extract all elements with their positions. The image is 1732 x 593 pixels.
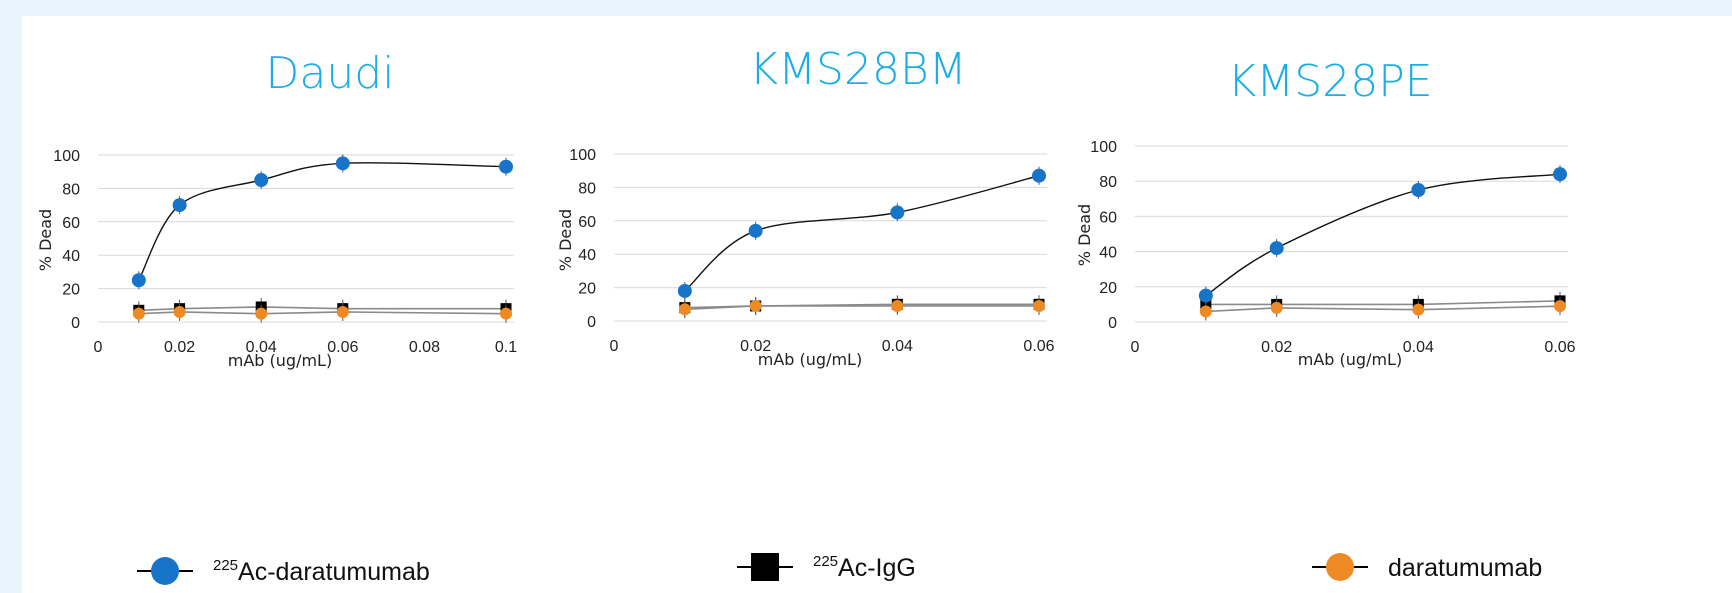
y-tick-label: 40	[62, 248, 80, 265]
y-tick-label: 20	[62, 282, 80, 299]
legend-text: Ac-IgG	[838, 554, 916, 582]
legend-marker	[1326, 553, 1354, 581]
legend-label: 225Ac-daratumumab	[213, 557, 430, 586]
data-point	[1270, 301, 1283, 314]
legend-text: Ac-daratumumab	[238, 558, 430, 586]
y-tick-label: 80	[578, 180, 596, 197]
data-point	[1198, 288, 1213, 303]
series-line	[1205, 305, 1561, 313]
y-tick-label: 100	[569, 147, 596, 164]
y-axis-label: % Dead	[36, 209, 55, 271]
legend-item-225ac-daratumumab: 225Ac-daratumumab	[137, 557, 430, 586]
x-axis-label: mAb (ug/mL)	[758, 350, 862, 369]
legend-superscript: 225	[213, 557, 238, 574]
data-point	[890, 205, 905, 220]
data-point	[749, 299, 762, 312]
y-tick-label: 60	[578, 214, 596, 231]
data-point	[173, 305, 186, 318]
series-line	[684, 175, 1040, 292]
series-225ac-daratumumab	[677, 166, 1046, 300]
series-line	[684, 305, 1039, 311]
x-axis-label: mAb (ug/mL)	[1298, 350, 1402, 369]
data-point	[131, 273, 146, 288]
series-daratumumab	[678, 296, 1045, 319]
y-tick-label: 100	[1090, 139, 1117, 156]
data-point	[1199, 305, 1212, 318]
legend-label: daratumumab	[1388, 554, 1542, 582]
data-point	[1554, 300, 1566, 313]
data-point	[500, 307, 512, 320]
y-tick-label: 40	[578, 247, 596, 264]
legend-item-225ac-igg: 225Ac-IgG	[737, 553, 916, 582]
y-tick-label: 40	[1099, 245, 1117, 262]
y-tick-label: 100	[53, 148, 80, 165]
x-tick-label: 0.02	[164, 339, 195, 356]
y-tick-label: 80	[62, 181, 80, 198]
data-point	[132, 307, 145, 320]
y-tick-label: 80	[1099, 174, 1117, 191]
x-tick-label: 0	[94, 339, 103, 356]
chart-kms28pe: KMS28PE 0 20 40 60 80 100 0 0.02 0.04 0.06 mAb (ug/…	[1075, 56, 1576, 369]
data-point	[255, 307, 268, 320]
data-point	[336, 305, 349, 318]
x-tick-label: 0.02	[1261, 339, 1292, 356]
data-point	[1032, 168, 1046, 183]
data-point	[748, 223, 763, 238]
x-tick-label: 0.04	[1403, 339, 1434, 356]
x-tick-label: 0.04	[246, 339, 277, 356]
data-point	[678, 303, 691, 316]
y-tick-label: 20	[1099, 280, 1117, 297]
legend-item-daratumumab: daratumumab	[1312, 553, 1542, 582]
x-tick-label: 0	[1131, 339, 1140, 356]
y-tick-label: 60	[62, 215, 80, 232]
data-point	[1553, 167, 1567, 182]
series-line	[1205, 300, 1561, 306]
data-point	[499, 159, 513, 174]
x-tick-label: 0	[610, 338, 619, 355]
y-tick-label: 0	[587, 314, 596, 331]
x-tick-label: 0.06	[1023, 338, 1054, 355]
x-tick-label: 0.1	[495, 339, 517, 356]
y-tick-label: 0	[1108, 315, 1117, 332]
chart-title: KMS28PE	[1227, 56, 1432, 107]
y-tick-label: 60	[1099, 209, 1117, 226]
chart-daudi: Daudi 0 20 40 60 80 100 0 0.02 0.04 0.06 0.08 0.1 mAb…	[36, 48, 517, 370]
legend-marker	[751, 553, 779, 581]
chart-kms28bm: KMS28BM 0 20 40 60 80 100 0 0.02 0.04 0.06 mAb (ug/…	[556, 44, 1055, 369]
series-line	[684, 303, 1039, 309]
data-point	[891, 299, 904, 312]
legend: 225Ac-daratumumab 225Ac-IgG daratumumab	[137, 553, 1542, 586]
series-225ac-daratumumab	[1198, 165, 1567, 305]
data-point	[1269, 241, 1284, 256]
legend-marker	[151, 557, 179, 585]
data-point	[1412, 303, 1425, 316]
y-axis-label: % Dead	[1075, 204, 1094, 266]
data-point	[1411, 183, 1426, 197]
x-tick-label: 0.02	[740, 338, 771, 355]
data-point	[1033, 299, 1045, 312]
x-tick-label: 0.08	[409, 339, 440, 356]
series-225ac-daratumumab	[131, 154, 513, 290]
chart-title: KMS28BM	[749, 44, 967, 95]
series-daratumumab	[1199, 297, 1566, 321]
x-tick-label: 0.06	[327, 339, 358, 356]
data-point	[254, 173, 269, 188]
x-tick-label: 0.06	[1544, 339, 1575, 356]
x-axis-label: mAb (ug/mL)	[228, 351, 332, 370]
data-point	[335, 156, 350, 171]
data-point	[677, 283, 692, 298]
series-line	[1205, 173, 1561, 297]
chart-title: Daudi	[266, 48, 395, 99]
legend-label: 225Ac-IgG	[813, 553, 916, 582]
data-point	[172, 198, 187, 213]
y-tick-label: 20	[578, 281, 596, 298]
y-axis-label: % Dead	[556, 209, 575, 271]
x-tick-label: 0.04	[882, 338, 913, 355]
series-daratumumab	[132, 302, 512, 323]
legend-superscript: 225	[813, 553, 838, 570]
y-tick-label: 0	[71, 315, 80, 332]
